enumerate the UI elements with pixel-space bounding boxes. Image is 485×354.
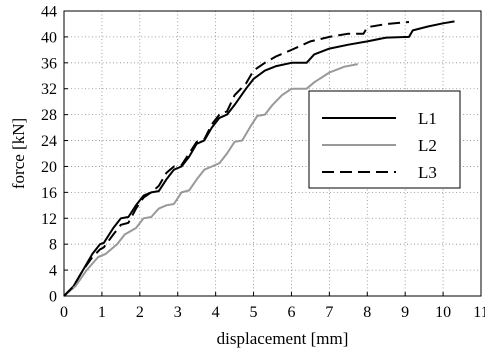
y-tick-label: 28 (41, 107, 57, 124)
y-axis-title: force [kN] (9, 118, 28, 189)
y-tick-label: 36 (41, 55, 57, 72)
x-tick-label: 4 (212, 304, 220, 321)
x-tick-label: 1 (98, 304, 106, 321)
legend-label-l1: L1 (418, 109, 437, 128)
legend-label-l2: L2 (418, 136, 437, 155)
x-tick-label: 7 (325, 304, 333, 321)
y-tick-label: 16 (41, 185, 57, 202)
x-axis-ticks: 0 1 2 3 4 5 6 7 8 9 10 11 (60, 292, 485, 321)
x-tick-label: 2 (136, 304, 144, 321)
y-tick-label: 24 (41, 133, 57, 150)
legend-box (308, 90, 461, 189)
x-tick-label: 0 (60, 304, 68, 321)
y-tick-label: 40 (41, 29, 57, 46)
x-tick-label: 6 (287, 304, 295, 321)
series-line-l2 (63, 63, 358, 297)
series-lines (63, 20, 455, 297)
legend: L1 L2 L3 (308, 90, 461, 189)
series-line-l1 (63, 20, 455, 297)
series-line-l3 (63, 21, 410, 297)
x-tick-label: 5 (250, 304, 258, 321)
y-axis-ticks: 0 4 8 12 16 20 24 28 32 36 40 44 (41, 4, 68, 306)
y-tick-label: 8 (49, 237, 57, 254)
x-tick-label: 3 (174, 304, 182, 321)
y-tick-label: 32 (41, 81, 57, 98)
x-tick-label: 9 (401, 304, 409, 321)
x-axis-title: displacement [mm] (217, 329, 349, 348)
x-tick-label: 10 (435, 304, 451, 321)
y-tick-label: 0 (49, 289, 57, 306)
x-tick-label: 11 (473, 304, 485, 321)
legend-label-l3: L3 (418, 163, 437, 182)
plot-area-frame (63, 10, 482, 297)
y-tick-label: 12 (41, 211, 57, 228)
y-tick-label: 4 (49, 263, 57, 280)
y-tick-label: 44 (41, 4, 57, 21)
y-tick-label: 20 (41, 159, 57, 176)
x-tick-label: 8 (363, 304, 371, 321)
